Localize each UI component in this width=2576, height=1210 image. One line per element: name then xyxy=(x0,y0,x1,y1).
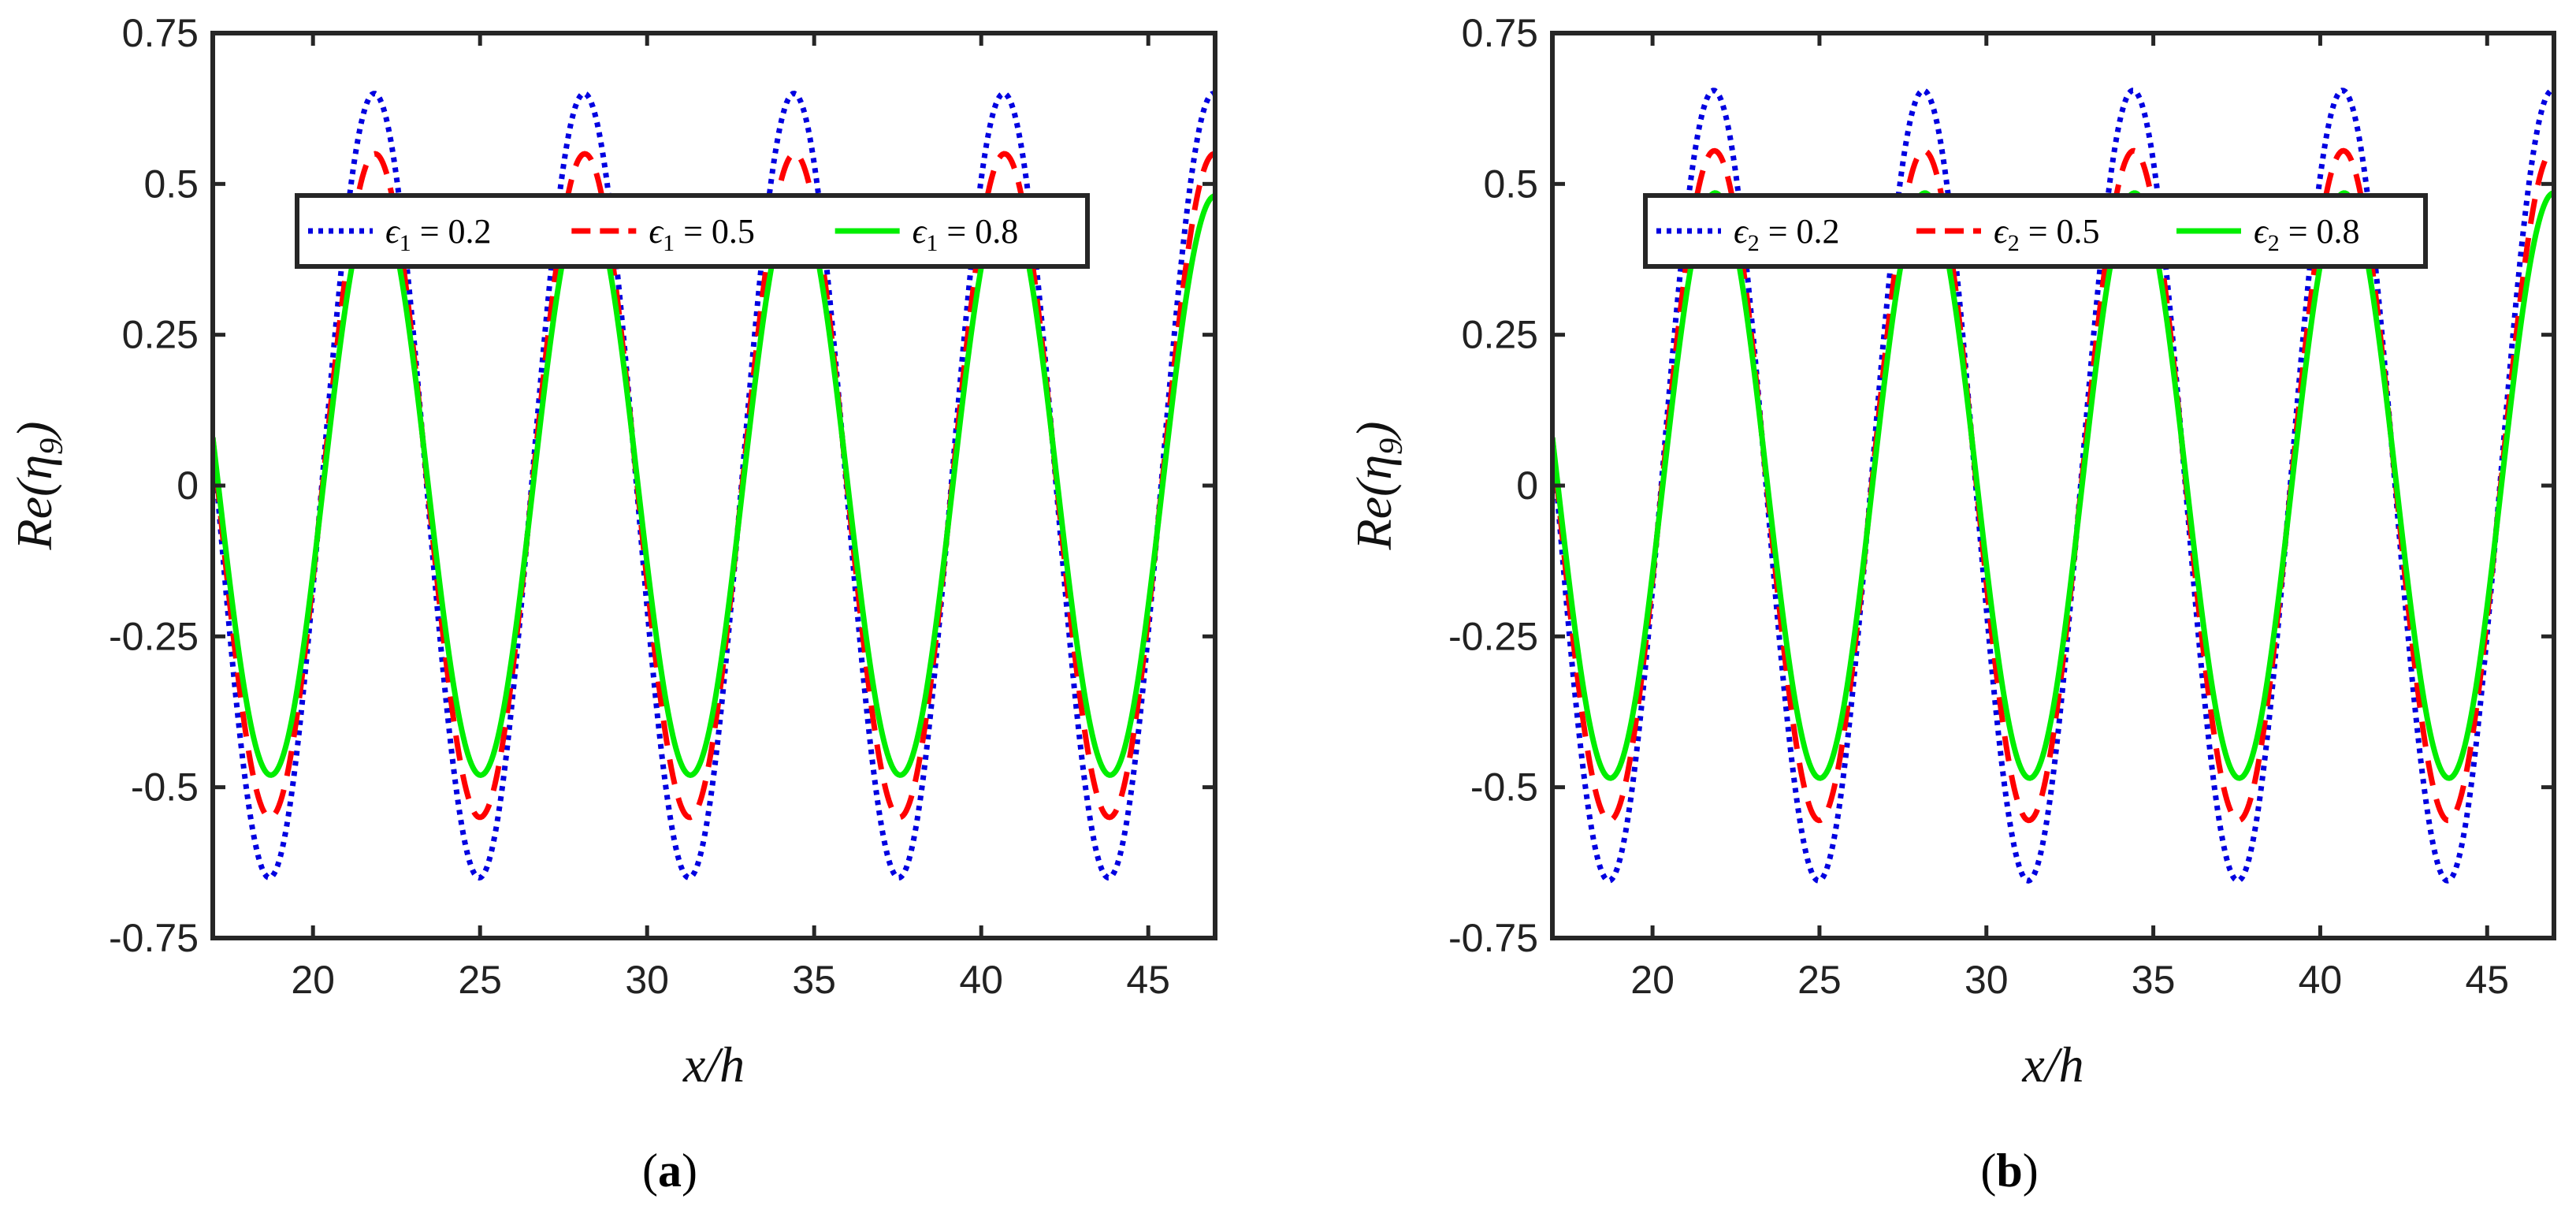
y-axis-label-close: ) xyxy=(1346,422,1402,441)
ytick-label: 0.75 xyxy=(1462,11,1538,55)
legend-entry-1: ϵ2 = 0.2 xyxy=(1734,212,1840,256)
y-axis-label-sub: 9 xyxy=(1373,438,1410,455)
xtick-label: 35 xyxy=(2132,958,2176,1002)
xtick-label: 40 xyxy=(2299,958,2343,1002)
y-axis-label-close: ) xyxy=(6,422,62,441)
xtick-label: 35 xyxy=(792,958,836,1002)
legend-symbol: ϵ xyxy=(2254,212,2269,251)
xtick-label: 45 xyxy=(2465,958,2509,1002)
xtick-label: 20 xyxy=(291,958,335,1002)
ytick-label: -0.75 xyxy=(109,916,199,960)
legend-box xyxy=(295,193,1090,269)
legend-entry-2: ϵ1 = 0.5 xyxy=(649,212,755,256)
ytick-label: -0.75 xyxy=(1448,916,1538,960)
caption-letter: a xyxy=(658,1145,682,1197)
caption-open: ( xyxy=(1980,1145,1996,1197)
xtick-label: 25 xyxy=(458,958,502,1002)
series-line-b-3 xyxy=(1552,190,2554,781)
legend-value: = 0.5 xyxy=(675,212,755,251)
legend-box xyxy=(1643,193,2428,269)
x-axis-label: x/h xyxy=(682,1037,745,1093)
ytick-label: 0.5 xyxy=(143,162,199,206)
legend-symbol: ϵ xyxy=(385,212,401,251)
y-axis-label-main: Re(η xyxy=(6,455,62,551)
ytick-label: 0 xyxy=(1516,464,1538,508)
legend-subscript: 2 xyxy=(2268,230,2280,256)
legend-entry-3: ϵ1 = 0.8 xyxy=(913,212,1019,256)
y-axis-label-main: Re(η xyxy=(1346,455,1402,551)
ytick-label: 0 xyxy=(177,464,199,508)
legend-symbol: ϵ xyxy=(649,212,664,251)
axes-box-b xyxy=(1550,31,2556,940)
legend-value: = 0.8 xyxy=(938,212,1018,251)
legend-entry-1: ϵ1 = 0.2 xyxy=(385,212,492,256)
legend-subscript: 1 xyxy=(663,230,675,256)
x-axis-label: x/h xyxy=(2021,1037,2083,1093)
ytick-label: 0.25 xyxy=(1462,313,1538,357)
legend-value: = 0.8 xyxy=(2280,212,2360,251)
legend-value: = 0.5 xyxy=(2020,212,2100,251)
legend-value: = 0.2 xyxy=(1760,212,1840,251)
ytick-label: 0.75 xyxy=(122,11,199,55)
panel-caption-b: (b) xyxy=(1980,1145,2038,1197)
panel-b: 0.75 0.5 0.25 0 -0.25 -0.5 -0.75 20 25 30 35 40 45 x/… xyxy=(1346,11,2556,1197)
panel-a: 0.75 0.5 0.25 0 -0.25 -0.5 -0.75 20 25 30 35 40 45 x/… xyxy=(6,11,1217,1197)
caption-letter: b xyxy=(1996,1145,2022,1197)
ytick-label: 0.25 xyxy=(122,313,199,357)
caption-open: ( xyxy=(642,1145,658,1197)
y-axis-label: Re(η9) xyxy=(1346,422,1410,551)
xtick-label: 45 xyxy=(1126,958,1170,1002)
caption-close: ) xyxy=(2023,1145,2039,1197)
legend-subscript: 2 xyxy=(2008,230,2020,256)
legend-entry-2: ϵ2 = 0.5 xyxy=(1994,212,2100,256)
caption-close: ) xyxy=(682,1145,697,1197)
legend-subscript: 1 xyxy=(400,230,411,256)
ytick-label: -0.25 xyxy=(109,614,199,658)
ytick-label: -0.25 xyxy=(1448,614,1538,658)
xtick-label: 40 xyxy=(959,958,1003,1002)
legend-subscript: 1 xyxy=(926,230,938,256)
xtick-label: 30 xyxy=(1965,958,2009,1002)
legend-symbol: ϵ xyxy=(1734,212,1749,251)
legend-a: ϵ1 = 0.2 ϵ1 = 0.5 ϵ1 = 0.8 xyxy=(295,193,1090,269)
legend-symbol: ϵ xyxy=(913,212,928,251)
xtick-label: 25 xyxy=(1797,958,1842,1002)
series-line-a-3 xyxy=(213,193,1215,778)
xtick-label: 20 xyxy=(1630,958,1675,1002)
legend-subscript: 2 xyxy=(1748,230,1760,256)
legend-entry-3: ϵ2 = 0.8 xyxy=(2254,212,2360,256)
y-axis-label-sub: 9 xyxy=(34,438,70,455)
ytick-label: 0.5 xyxy=(1483,162,1538,206)
panel-caption-a: (a) xyxy=(642,1145,697,1197)
legend-symbol: ϵ xyxy=(1994,212,2009,251)
y-axis-label: Re(η9) xyxy=(6,422,70,551)
legend-value: = 0.2 xyxy=(411,212,492,251)
ytick-label: -0.5 xyxy=(1470,765,1538,810)
ytick-label: -0.5 xyxy=(131,765,199,810)
legend-b: ϵ2 = 0.2 ϵ2 = 0.5 ϵ2 = 0.8 xyxy=(1643,193,2428,269)
xtick-label: 30 xyxy=(625,958,669,1002)
